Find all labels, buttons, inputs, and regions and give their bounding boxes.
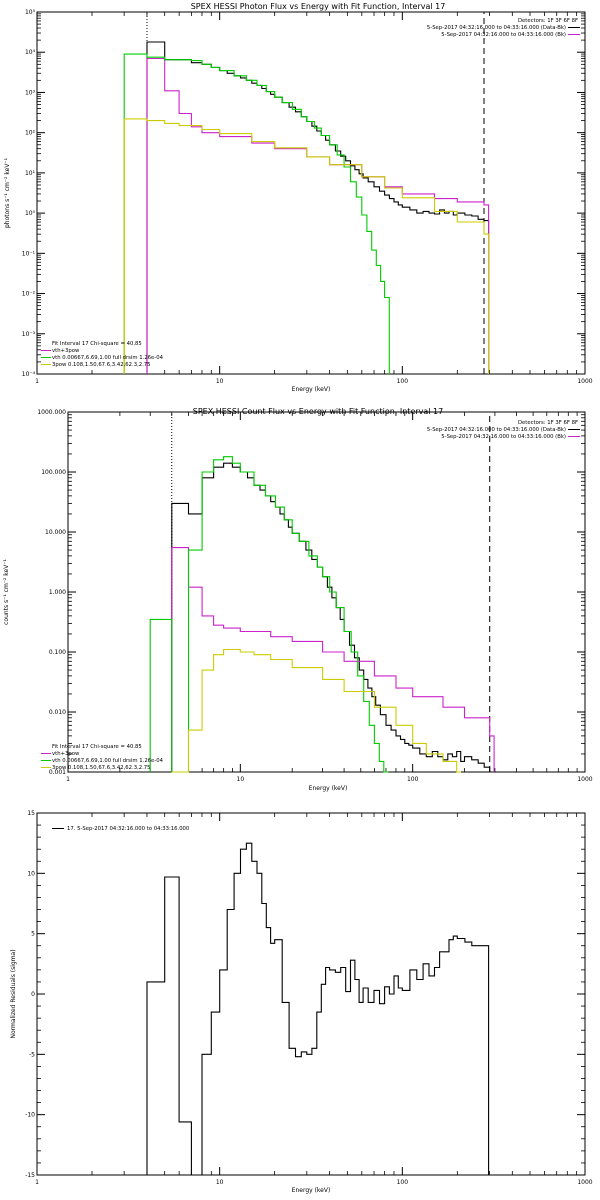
x-tick-label: 1000 [577, 776, 592, 783]
count-flux-plot-frame [67, 411, 586, 773]
y-tick-label: 5 [31, 931, 35, 938]
y-tick-label: 10⁻² [22, 291, 36, 298]
x-tick-label: 1000 [577, 378, 592, 385]
x-tick-label: 1 [66, 776, 70, 783]
photon-flux-legend-bottom-left: Fit Interval 17 Chi-square = 40.85 vth+3… [41, 341, 164, 368]
x-tick-label: 10 [216, 1179, 224, 1186]
residuals-panel: Normalized Residuals (sigma) Energy (keV… [10, 810, 593, 1194]
y-tick-label: 0.001 [49, 769, 66, 776]
x-tick-label: 10 [237, 776, 245, 783]
y-tick-label: 10⁻³ [22, 331, 36, 338]
legend-row-bk: 5-Sep-2017 04:32:16.000 to 04:33:16.000 … [441, 32, 566, 38]
x-tick-label: 100 [397, 1179, 409, 1186]
series-data [146, 41, 490, 374]
residuals-ticks: 1 10 100 1000 -15 -10 -5 0 5 10 15 [25, 810, 593, 1186]
x-tick-label: 10 [216, 378, 224, 385]
photon-flux-series [123, 41, 490, 374]
legend-row-data-bk: 5-Sep-2017 04:32:16.000 to 04:33:16.000 … [427, 25, 566, 31]
x-tick-label: 1000 [577, 1179, 592, 1186]
residuals-legend: 17. 5-Sep-2017 04:32:16.000 to 04:33:16.… [52, 826, 190, 832]
photon-flux-panel: SPEX HESSI Photon Flux vs Energy with Fi… [4, 2, 593, 393]
count-flux-xlabel: Energy (keV) [309, 785, 348, 792]
residuals-xlabel: Energy (keV) [292, 1187, 331, 1194]
y-tick-label: 10⁰ [25, 210, 36, 217]
y-tick-label: 15 [27, 810, 35, 817]
series-vth-3pow [146, 57, 490, 374]
y-tick-label: 10.000 [45, 529, 66, 536]
count-flux-legend-bottom-left: Fit Interval 17 Chi-square = 40.85 vth+3… [41, 744, 164, 771]
y-tick-label: -5 [29, 1051, 35, 1058]
y-tick-label: 0.010 [49, 709, 66, 716]
x-tick-label: 100 [407, 776, 419, 783]
y-tick-label: 0.100 [49, 649, 66, 656]
series-3pow [171, 648, 461, 773]
y-tick-label: 10⁴ [25, 49, 36, 56]
residuals-series [146, 842, 490, 1176]
series-vth [149, 456, 389, 773]
y-tick-label: 10⁻⁴ [22, 371, 36, 378]
legend-fit-interval: Fit Interval 17 Chi-square = 40.85 [52, 744, 142, 750]
count-flux-panel: SPEX HESSI Count Flux vs Energy with Fit… [3, 407, 593, 792]
photon-flux-reference-lines [146, 12, 485, 374]
y-tick-label: 10⁵ [25, 9, 36, 16]
y-tick-label: 10 [27, 870, 35, 877]
x-tick-label: 1 [35, 378, 39, 385]
legend-total-model: vth+3pow [52, 751, 80, 757]
legend-detectors: Detectors: 1F 3F 6F 8F [518, 420, 578, 426]
photon-flux-legend-top-right: Detectors: 1F 3F 6F 8F 5-Sep-2017 04:32:… [427, 18, 580, 38]
x-tick-label: 1 [35, 1179, 39, 1186]
x-tick-label: 100 [397, 378, 409, 385]
y-tick-label: 1.000 [49, 589, 66, 596]
legend-residuals-interval: 17. 5-Sep-2017 04:32:16.000 to 04:33:16.… [67, 826, 190, 832]
photon-flux-ylabel: photons s⁻¹ cm⁻² keV⁻¹ [4, 157, 11, 228]
photon-flux-title: SPEX HESSI Photon Flux vs Energy with Fi… [191, 2, 446, 11]
y-tick-label: 10⁻¹ [22, 250, 36, 257]
photon-flux-xlabel: Energy (keV) [292, 386, 331, 393]
series-residuals [146, 842, 490, 1176]
y-tick-label: -15 [25, 1172, 35, 1179]
legend-total-model: vth+3pow [52, 348, 80, 354]
residuals-ylabel: Normalized Residuals (sigma) [10, 949, 17, 1038]
legend-power-model: 3pow 0.108,1.50,67.6,3.42,62.3,2.75 [52, 362, 151, 368]
y-tick-label: 10¹ [25, 170, 36, 177]
series-3pow [123, 118, 490, 374]
legend-row-data-bk: 5-Sep-2017 04:32:16.000 to 04:33:16.000 … [427, 427, 566, 433]
photon-flux-ticks: 1 10 100 1000 10⁻⁴ 10⁻³ 10⁻² 10⁻¹ 10⁰ 10¹ 10² 10³ 10… [22, 9, 593, 385]
y-tick-label: 100.000 [41, 469, 66, 476]
count-flux-ylabel: counts s⁻¹ cm⁻² keV⁻¹ [3, 559, 10, 625]
legend-thermal-model: vth 0.00667,6.69,1.00 full drsim 1.26e-0… [52, 355, 164, 361]
count-flux-series [149, 456, 495, 773]
y-tick-label: 0 [31, 991, 35, 998]
series-vth [123, 53, 390, 374]
y-tick-label: 10² [25, 130, 36, 137]
series-vth-3pow [171, 547, 495, 772]
legend-detectors: Detectors: 1F 3F 6F 8F [518, 18, 578, 24]
y-tick-label: 1000.000 [37, 409, 66, 416]
legend-row-bk: 5-Sep-2017 04:32:16.000 to 04:33:16.000 … [441, 434, 566, 440]
count-flux-ticks: 1 10 100 1000 0.001 0.010 0.100 1.000 10.000 100.… [37, 409, 592, 783]
legend-thermal-model: vth 0.00667,6.69,1.00 full drsim 1.26e-0… [52, 758, 164, 764]
y-tick-label: 10³ [25, 89, 36, 96]
residuals-plot-frame [36, 812, 586, 1176]
series-data [171, 462, 495, 773]
y-tick-label: -10 [25, 1112, 35, 1119]
legend-power-model: 3pow 0.108,1.50,67.6,3.42,62.3,2.75 [52, 765, 151, 771]
count-flux-legend-top-right: Detectors: 1F 3F 6F 8F 5-Sep-2017 04:32:… [427, 420, 580, 440]
legend-fit-interval: Fit Interval 17 Chi-square = 40.85 [52, 341, 142, 347]
photon-flux-plot-frame [36, 11, 586, 375]
